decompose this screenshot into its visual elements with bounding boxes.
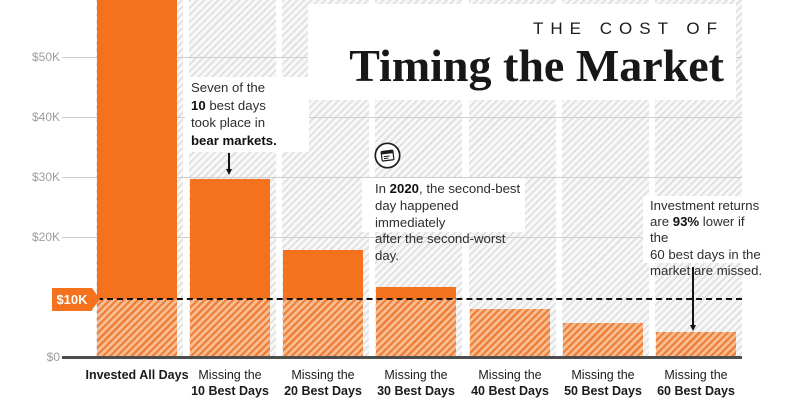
annotation-arrow-bear-markets [225,153,233,175]
x-tick-label-line1: Missing the [478,368,542,382]
bar [190,179,270,357]
annotation-arrow-returns [689,267,697,331]
bar [283,250,363,357]
reference-badge-arrow [92,288,100,310]
annotation-returns-note: Investment returns are 93% lower if the 60… [643,196,763,278]
x-tick-label: Missing the 60 Best Days [639,367,753,399]
calendar-icon [374,142,401,169]
x-tick-label: Missing the 40 Best Days [453,367,567,399]
arrow-line [228,153,230,169]
bar-solid-segment [376,287,456,299]
gridline [62,117,742,118]
bar-solid-segment [283,250,363,299]
x-tick-label-line2: 40 Best Days [471,384,549,398]
x-axis-baseline [62,356,742,359]
x-tick-label: Missing the 20 Best Days [266,367,380,399]
bar-solid-segment [97,0,177,299]
y-tick-label: $30K [31,170,60,184]
arrow-line [692,267,694,325]
x-tick-label-line1: Missing the [384,368,448,382]
y-tick-label: $0 [46,350,60,364]
x-tick-label-line2: 50 Best Days [564,384,642,398]
x-tick-label: Missing the 30 Best Days [359,367,473,399]
x-tick-label-line1: Missing the [664,368,728,382]
reference-badge-label: $10K [52,288,92,311]
gridline [62,237,742,238]
x-tick-label-line1: Missing the [198,368,262,382]
x-tick-label: Missing the 10 Best Days [173,367,287,399]
x-tick-label: Missing the 50 Best Days [546,367,660,399]
bar [97,0,177,357]
x-tick-label-line2: 30 Best Days [377,384,455,398]
x-tick-label: Invested All Days [80,367,194,383]
y-tick-label: $50K [31,50,60,64]
bar-solid-segment [190,179,270,299]
arrow-head-icon [225,169,232,175]
x-tick-label-line2: 60 Best Days [657,384,735,398]
y-tick-label: $40K [31,110,60,124]
arrow-head-icon [689,325,696,331]
title-kicker: THE COST OF [533,19,724,38]
reference-badge-10k: $10K [52,288,100,311]
page-title: Timing the Market [349,40,724,91]
y-tick-label: $20K [31,230,60,244]
bar [563,323,643,357]
gridline [62,177,742,178]
annotation-bear-markets: Seven of the 10 best days took place in bea… [185,77,309,152]
x-tick-label-line1: Missing the [291,368,355,382]
x-tick-label-line1: Invested All Days [85,368,189,382]
title-block: THE COST OF Timing the Market [308,4,736,100]
x-tick-label-line2: 10 Best Days [191,384,269,398]
annotation-2020-note: In 2020, the second-best day happened imm… [362,178,525,263]
bar [656,332,736,357]
bar [470,309,550,357]
reference-line-10k [97,297,742,300]
x-tick-label-line1: Missing the [571,368,635,382]
x-tick-label-line2: 20 Best Days [284,384,362,398]
